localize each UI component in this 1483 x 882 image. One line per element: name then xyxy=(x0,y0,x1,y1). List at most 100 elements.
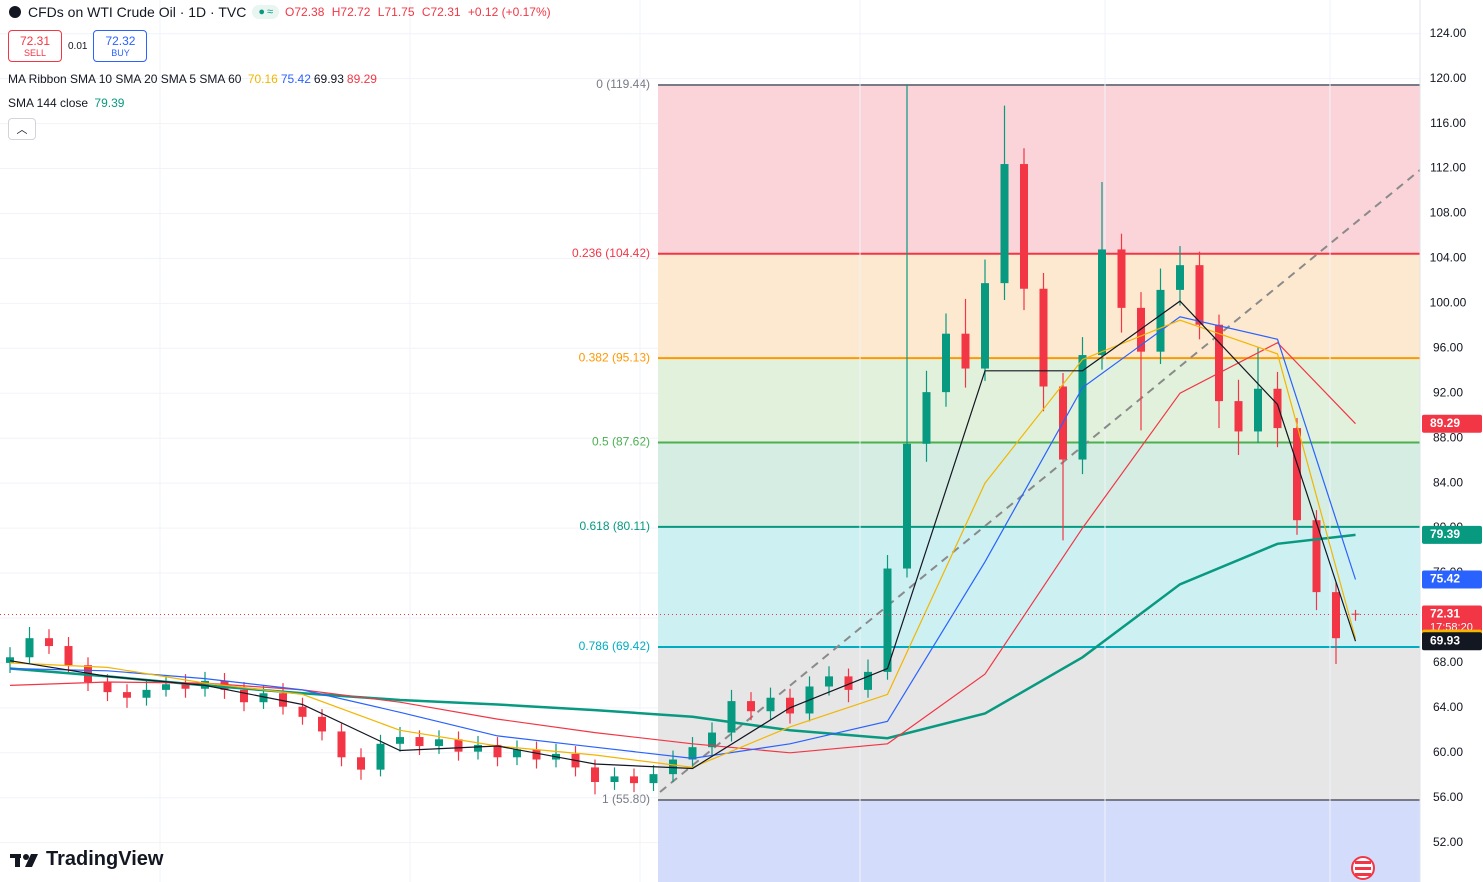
price-badge-label: 72.31 xyxy=(1430,607,1460,621)
flag-stripe xyxy=(1355,861,1371,864)
y-tick-label: 56.00 xyxy=(1433,790,1463,804)
spread: 0.01 xyxy=(68,40,88,52)
candle-body xyxy=(1098,249,1106,356)
marks xyxy=(0,84,1420,795)
y-tick-label: 68.00 xyxy=(1433,655,1463,669)
flag-icon xyxy=(1351,856,1375,880)
candle-body xyxy=(825,676,833,687)
fib-label: 0 (119.44) xyxy=(596,77,650,91)
close: C72.31 xyxy=(421,5,461,19)
candle-body xyxy=(435,739,443,747)
candle-body xyxy=(766,697,775,712)
fib-band xyxy=(658,526,1420,647)
candle-body xyxy=(786,697,794,714)
y-tick-label: 88.00 xyxy=(1433,430,1463,444)
indicator-value: 70.16 xyxy=(247,72,278,86)
candle-body xyxy=(376,743,385,770)
candle-body xyxy=(513,749,521,758)
candle-body xyxy=(922,392,931,444)
indicator-values: 79.39 xyxy=(94,96,127,110)
candle-body xyxy=(649,774,658,784)
candle-body xyxy=(45,638,53,647)
fib-label: 0.786 (69.42) xyxy=(579,639,650,653)
candle-body xyxy=(747,701,755,712)
candle-body xyxy=(1332,592,1340,639)
indicator-value: 69.93 xyxy=(313,72,344,86)
candle-body xyxy=(162,684,170,690)
logo-part xyxy=(23,853,29,860)
price-badge xyxy=(1422,525,1482,544)
flag-stripe xyxy=(1355,867,1371,870)
candle-body xyxy=(1020,164,1028,289)
ma-line xyxy=(9,533,1356,740)
y-tick-label: 120.00 xyxy=(1430,71,1467,85)
candle-body xyxy=(961,333,970,369)
logo-part xyxy=(15,853,20,867)
candle-body xyxy=(1000,164,1009,284)
candle-body xyxy=(103,682,112,693)
buy-price: 72.32 xyxy=(105,34,136,48)
candle-body xyxy=(883,568,892,672)
buy-button[interactable]: 72.32 BUY xyxy=(93,30,148,62)
ma-line xyxy=(9,316,1357,760)
ma-line xyxy=(9,300,1357,770)
candle-body xyxy=(688,747,697,760)
ma-line xyxy=(9,341,1356,754)
indicator-name: SMA 144 close xyxy=(8,96,89,110)
candle-body xyxy=(844,676,853,690)
indicator-value: 75.42 xyxy=(280,72,311,86)
candle-body xyxy=(1176,265,1184,290)
candle-body xyxy=(1156,289,1165,352)
fib-bands: 0 (119.44) 0.236 (104.42) 0.382 (95.13) 0.5… xyxy=(0,33,1420,882)
candle-body xyxy=(1254,388,1262,432)
candle-body xyxy=(123,692,131,698)
sma-legend[interactable]: SMA 144 close 79.39 xyxy=(8,96,130,110)
y-tick-label: 104.00 xyxy=(1430,251,1467,265)
candle-body xyxy=(396,737,404,744)
candle-body xyxy=(727,701,736,733)
candle-body xyxy=(415,737,424,747)
candle-body xyxy=(454,739,463,752)
change: +0.12 (+0.17%) xyxy=(467,5,551,19)
symbol-header: CFDs on WTI Crude Oil · 1D · TVC ● ≈ O72.… xyxy=(8,4,555,20)
sell-button[interactable]: 72.31 SELL xyxy=(8,30,62,62)
indicator-name: MA Ribbon SMA 10 SMA 20 SMA 5 SMA 60 xyxy=(8,72,242,86)
wave: ≈ xyxy=(266,6,274,18)
fib-label: 0.382 (95.13) xyxy=(579,350,650,364)
status-pill[interactable]: ● ≈ xyxy=(252,5,280,19)
candle-body xyxy=(864,671,872,690)
y-tick-label: 116.00 xyxy=(1430,116,1466,130)
candle-body xyxy=(181,684,190,689)
icon xyxy=(9,6,21,18)
candle-body xyxy=(630,776,638,784)
candle-body xyxy=(1117,249,1126,308)
fib-band xyxy=(658,253,1420,359)
candle-body xyxy=(610,776,619,783)
collapse-button[interactable]: ︿ xyxy=(8,118,36,140)
ma-ribbon-legend[interactable]: MA Ribbon SMA 10 SMA 20 SMA 5 SMA 60 70.… xyxy=(8,72,383,86)
indicator-values: 70.16 75.42 69.93 89.29 xyxy=(248,72,380,86)
candle-body xyxy=(903,443,911,569)
symbol-title[interactable]: CFDs on WTI Crude Oil · 1D · TVC xyxy=(28,4,247,20)
sell-price: 72.31 xyxy=(19,34,51,48)
candle-body xyxy=(669,759,677,775)
candle-body xyxy=(357,757,365,770)
price-badge xyxy=(1422,632,1482,651)
high: H72.72 xyxy=(331,5,371,19)
candle-body xyxy=(591,767,599,783)
y-tick-label: 96.00 xyxy=(1433,340,1463,354)
candle-body xyxy=(474,744,482,752)
ohlc: O72.38 H72.72 L71.75 C72.31 +0.12 (+0.17… xyxy=(285,5,555,19)
trend-line xyxy=(659,169,1421,793)
candle-body xyxy=(1273,388,1282,429)
y-tick-label: 112.00 xyxy=(1430,161,1466,175)
candle-body xyxy=(1293,428,1301,521)
candle-body xyxy=(1137,307,1145,352)
candle-body xyxy=(981,283,989,369)
y-tick-label: 60.00 xyxy=(1433,745,1463,759)
candle-body xyxy=(337,731,346,758)
price-badge xyxy=(1422,570,1482,589)
logo-icon xyxy=(10,853,38,867)
candle-body xyxy=(1039,288,1048,387)
